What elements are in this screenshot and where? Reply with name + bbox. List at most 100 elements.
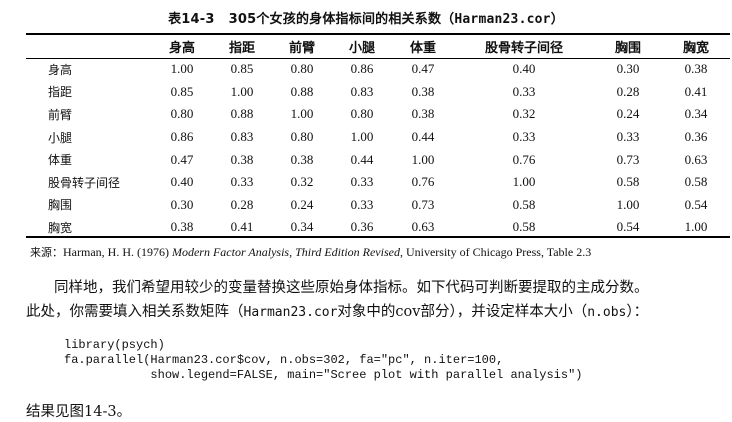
table-caption-code: Harman23.cor bbox=[454, 12, 551, 27]
table-row: 身高 1.00 0.85 0.80 0.86 0.47 0.40 0.30 0.… bbox=[26, 58, 730, 81]
table-cell: 0.38 bbox=[290, 151, 314, 167]
table-cell: 0.36 bbox=[350, 219, 374, 235]
column-header: 胸宽 bbox=[682, 40, 709, 56]
column-header: 指距 bbox=[228, 40, 255, 56]
code-listing: library(psych) fa.parallel(Harman23.cor$… bbox=[64, 338, 582, 383]
table-cell: 0.38 bbox=[230, 151, 254, 167]
table-row: 股骨转子间径 0.40 0.33 0.32 0.33 0.76 1.00 0.5… bbox=[26, 171, 730, 194]
table-bottom-rule bbox=[26, 236, 730, 238]
table-cell: 0.80 bbox=[350, 106, 374, 122]
table-cell: 0.85 bbox=[230, 61, 254, 77]
table-cell: 0.32 bbox=[290, 174, 314, 190]
table-row: 前臂 0.80 0.88 1.00 0.80 0.38 0.32 0.24 0.… bbox=[26, 103, 730, 126]
table-cell: 1.00 bbox=[290, 106, 314, 122]
inline-code-nobs: n.obs bbox=[587, 305, 627, 320]
table-cell: 0.80 bbox=[290, 129, 314, 145]
row-label: 小腿 bbox=[48, 130, 73, 145]
table-cell: 1.00 bbox=[616, 196, 640, 212]
column-header: 股骨转子间径 bbox=[484, 40, 563, 56]
row-label: 指距 bbox=[48, 85, 73, 100]
table-cell: 0.33 bbox=[616, 129, 640, 145]
code-line: fa.parallel(Harman23.cor$cov, n.obs=302,… bbox=[64, 353, 504, 367]
table-cell: 0.88 bbox=[290, 83, 314, 99]
table-cell: 0.76 bbox=[512, 151, 536, 167]
column-header: 身高 bbox=[168, 40, 195, 56]
table-source-note: 来源：Harman, H. H. (1976) Modern Factor An… bbox=[30, 244, 591, 260]
row-label: 股骨转子间径 bbox=[48, 175, 121, 190]
code-line: show.legend=FALSE, main="Scree plot with… bbox=[64, 368, 583, 382]
table-cell: 0.83 bbox=[350, 83, 374, 99]
table-cell: 1.00 bbox=[512, 174, 536, 190]
table-row: 小腿 0.86 0.83 0.80 1.00 0.44 0.33 0.33 0.… bbox=[26, 126, 730, 149]
correlation-table: 身高 指距 前臂 小腿 体重 股骨转子间径 胸围 胸宽 身高 1.00 0.85… bbox=[26, 34, 730, 239]
table-cell: 0.41 bbox=[684, 83, 708, 99]
source-label: 来源： bbox=[30, 246, 63, 259]
table-cell: 0.30 bbox=[616, 61, 640, 77]
table-cell: 0.33 bbox=[230, 174, 254, 190]
table-cell: 0.34 bbox=[290, 219, 314, 235]
table-cell: 0.28 bbox=[230, 196, 254, 212]
table-cell: 0.76 bbox=[411, 174, 435, 190]
table-cell: 0.86 bbox=[350, 61, 374, 77]
table-row: 指距 0.85 1.00 0.88 0.83 0.38 0.33 0.28 0.… bbox=[26, 81, 730, 104]
paragraph-line-1: 同样地，我们希望用较少的变量替换这些原始身体指标。如下代码可判断要提取的主成分数… bbox=[54, 280, 649, 296]
paragraph-line-2: 此处，你需要填入相关系数矩阵（Harman23.cor对象中的cov部分），并设… bbox=[26, 300, 730, 325]
table-cell: 0.38 bbox=[411, 83, 435, 99]
table-cell: 0.40 bbox=[512, 61, 536, 77]
row-label: 胸围 bbox=[48, 198, 73, 213]
table-cell: 0.33 bbox=[350, 174, 374, 190]
row-label: 体重 bbox=[48, 153, 73, 168]
row-label: 胸宽 bbox=[48, 220, 73, 235]
table-cell: 0.88 bbox=[230, 106, 254, 122]
source-authors: Harman, H. H. (1976) bbox=[63, 245, 172, 259]
table-top-rule bbox=[26, 33, 730, 35]
table-cell: 0.44 bbox=[350, 151, 374, 167]
source-publisher: , University of Chicago Press, Table 2.3 bbox=[399, 245, 592, 259]
table-cell: 0.24 bbox=[616, 106, 640, 122]
table-cell: 0.47 bbox=[170, 151, 194, 167]
column-header: 前臂 bbox=[288, 40, 315, 56]
table-row: 胸围 0.30 0.28 0.24 0.33 0.73 0.58 1.00 0.… bbox=[26, 194, 730, 217]
table-row: 胸宽 0.38 0.41 0.34 0.36 0.63 0.58 0.54 1.… bbox=[26, 216, 730, 239]
table-cell: 0.41 bbox=[230, 219, 254, 235]
inline-code-object: Harman23.cor bbox=[243, 305, 338, 320]
table-caption-text: 305个女孩的身体指标间的相关系数（ bbox=[228, 12, 455, 27]
source-book-title: Modern Factor Analysis, Third Edition Re… bbox=[171, 245, 400, 259]
body-paragraph: 同样地，我们希望用较少的变量替换这些原始身体指标。如下代码可判断要提取的主成分数… bbox=[26, 276, 730, 325]
table-cell: 0.54 bbox=[684, 196, 708, 212]
table-cell: 0.86 bbox=[170, 129, 194, 145]
table-cell: 0.58 bbox=[684, 174, 708, 190]
table-cell: 0.33 bbox=[512, 83, 536, 99]
table-cell: 0.73 bbox=[616, 151, 640, 167]
row-label: 前臂 bbox=[48, 107, 73, 122]
table-cell: 0.47 bbox=[411, 61, 435, 77]
table-cell: 0.32 bbox=[512, 106, 536, 122]
table-cell: 0.83 bbox=[230, 129, 254, 145]
table-cell: 1.00 bbox=[411, 151, 435, 167]
table-cell: 0.33 bbox=[512, 129, 536, 145]
table-cell: 0.80 bbox=[290, 61, 314, 77]
column-header: 小腿 bbox=[348, 40, 375, 56]
table-cell: 0.54 bbox=[616, 219, 640, 235]
table-cell: 0.38 bbox=[411, 106, 435, 122]
table-number: 表14-3 bbox=[168, 12, 215, 27]
table-cell: 0.28 bbox=[616, 83, 640, 99]
table-cell: 0.24 bbox=[290, 196, 314, 212]
table-cell: 0.40 bbox=[170, 174, 194, 190]
paragraph-text: 对象中的cov部分），并设定样本大小（ bbox=[337, 304, 588, 320]
table-cell: 1.00 bbox=[684, 219, 708, 235]
table-cell: 0.33 bbox=[350, 196, 374, 212]
column-header: 胸围 bbox=[614, 40, 641, 56]
table-cell: 0.58 bbox=[512, 219, 536, 235]
table-cell: 0.36 bbox=[684, 129, 708, 145]
table-cell: 0.58 bbox=[616, 174, 640, 190]
table-cell: 0.80 bbox=[170, 106, 194, 122]
paragraph-text: ）： bbox=[626, 304, 649, 320]
paragraph-text: 此处，你需要填入相关系数矩阵（ bbox=[26, 304, 244, 320]
table-cell: 0.85 bbox=[170, 83, 194, 99]
table-header-row: 身高 指距 前臂 小腿 体重 股骨转子间径 胸围 胸宽 bbox=[26, 34, 730, 58]
table-cell: 1.00 bbox=[230, 83, 254, 99]
corner-header-cell bbox=[26, 34, 152, 58]
table-caption: 表14-3 305个女孩的身体指标间的相关系数（Harman23.cor） bbox=[0, 8, 732, 27]
